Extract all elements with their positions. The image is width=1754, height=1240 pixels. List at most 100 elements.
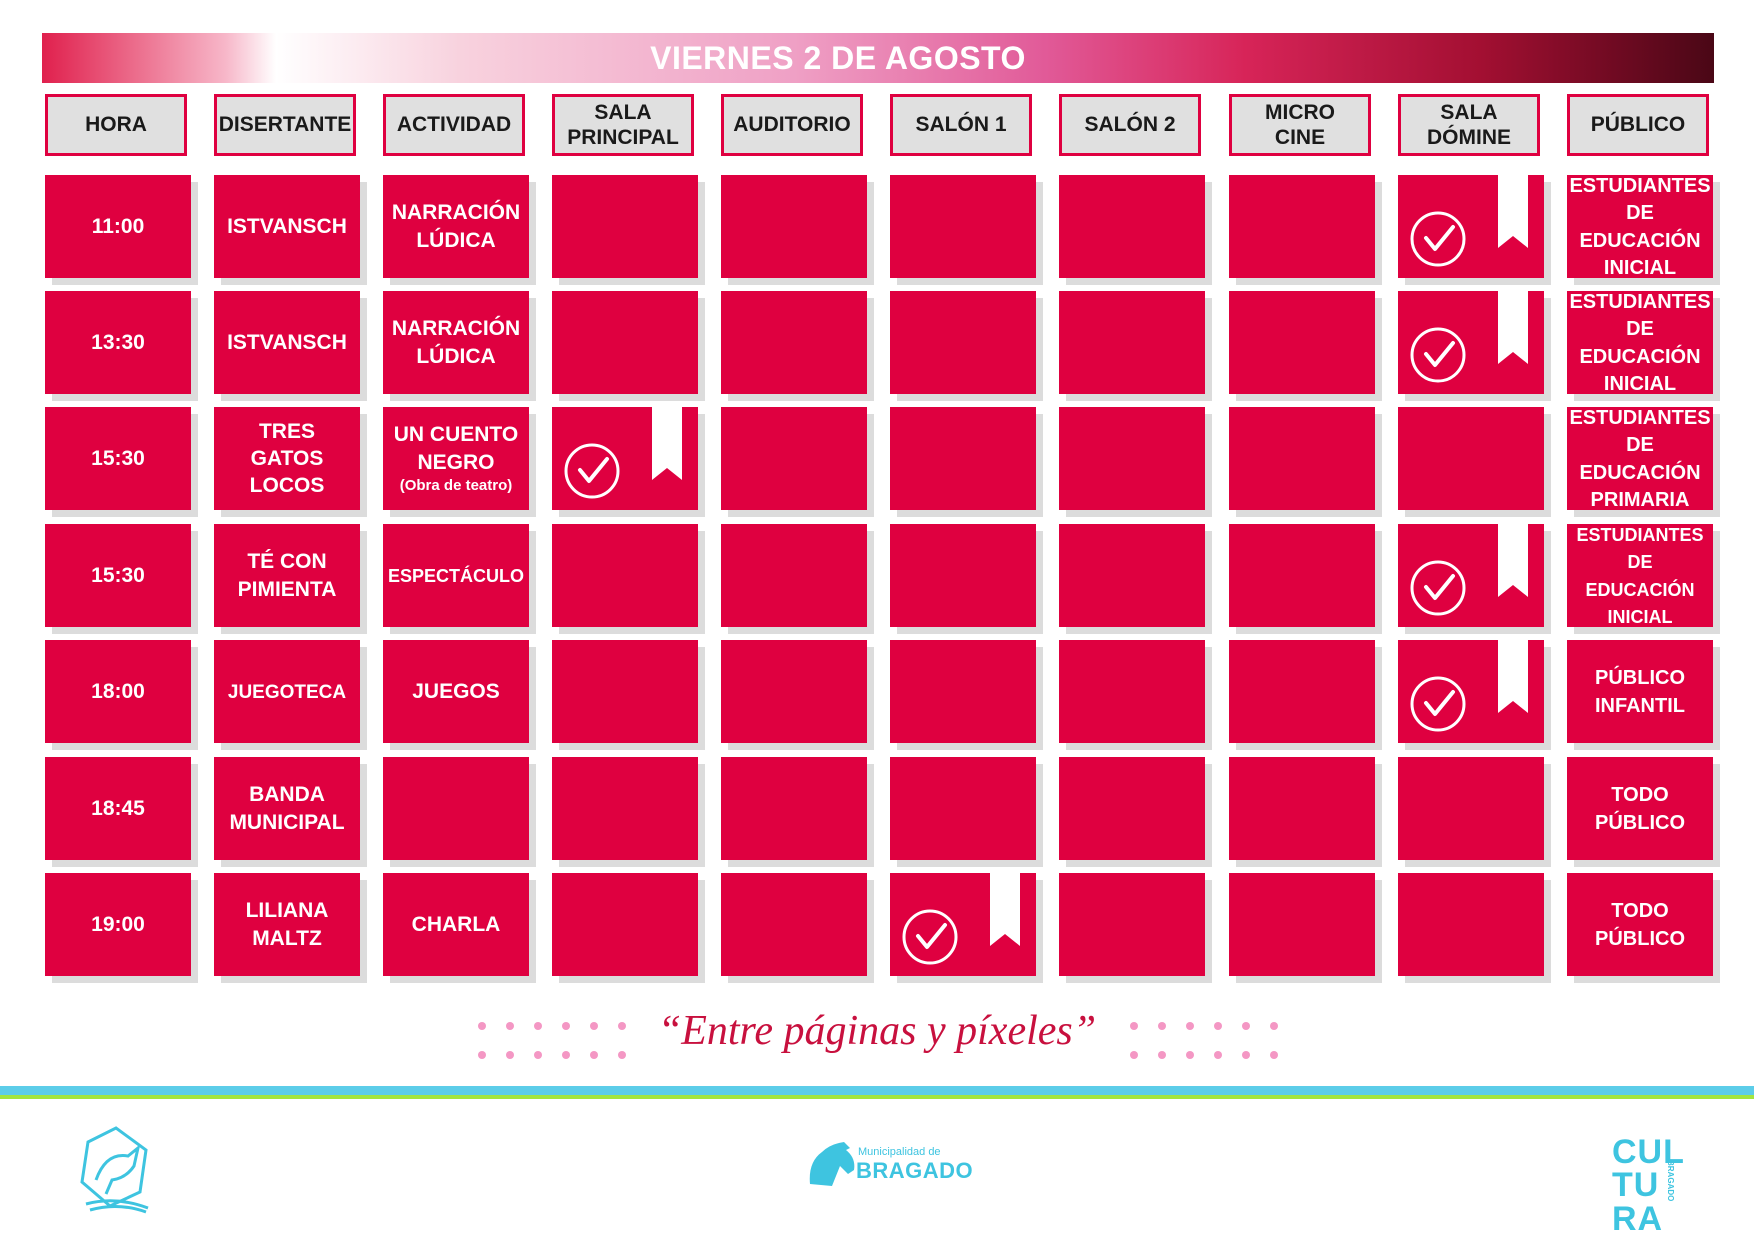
column-header-label: ACTIVIDAD	[396, 113, 512, 137]
cell-micro-cine	[1229, 524, 1375, 627]
cell-publico: ESTUDIANTES DE EDUCACIÓN INICIAL	[1567, 524, 1713, 627]
column-header-salon-2: SALÓN 2	[1059, 94, 1201, 156]
horse-head-logo-icon	[809, 1142, 855, 1186]
cell-auditorio	[721, 873, 867, 976]
bookmark-ribbon-icon	[1498, 175, 1528, 248]
column-header-label: HORA	[85, 113, 147, 137]
cell-content: NARRACIÓN LÚDICA	[392, 199, 520, 254]
cell-content: ESTUDIANTES DE EDUCACIÓN INICIAL	[1569, 175, 1710, 278]
cell-content: ESTUDIANTES DE EDUCACIÓN INICIAL	[1569, 291, 1710, 394]
cell-text: ISTVANSCH	[227, 214, 347, 238]
cell-publico: TODO PÚBLICO	[1567, 873, 1713, 976]
cell-auditorio	[721, 640, 867, 743]
column-header-auditorio: AUDITORIO	[721, 94, 863, 156]
column-header-sala-domine: SALA DÓMINE	[1398, 94, 1540, 156]
cell-content: TRES GATOS LOCOS	[250, 418, 325, 500]
column-header-hora: HORA	[45, 94, 187, 156]
cell-text: TÉ CON PIMIENTA	[237, 550, 337, 601]
cell-text: NARRACIÓN LÚDICA	[391, 201, 521, 252]
cell-sala-principal	[552, 175, 698, 278]
cell-text: ESTUDIANTES DE EDUCACIÓN INICIAL	[1576, 524, 1704, 627]
cell-content: PÚBLICO INFANTIL	[1595, 664, 1685, 719]
cell-actividad: ESPECTÁCULO	[383, 524, 529, 627]
cell-text: NARRACIÓN LÚDICA	[391, 317, 521, 368]
cell-content: NARRACIÓN LÚDICA	[392, 315, 520, 370]
municipality-label: Municipalidad de	[858, 1146, 941, 1158]
cell-sala-domine	[1398, 175, 1544, 278]
cell-content: CHARLA	[412, 911, 501, 938]
cell-disertante: BANDA MUNICIPAL	[214, 757, 360, 860]
cell-text: TRES GATOS LOCOS	[249, 419, 325, 498]
cell-actividad: JUEGOS	[383, 640, 529, 743]
cell-content: ISTVANSCH	[227, 213, 347, 240]
cell-text: ISTVANSCH	[227, 330, 347, 354]
cell-actividad: CHARLA	[383, 873, 529, 976]
column-header-label: SALA PRINCIPAL	[567, 100, 679, 149]
cell-salon-1	[890, 175, 1036, 278]
column-header-micro-cine: MICRO CINE	[1229, 94, 1371, 156]
cell-content: TÉ CON PIMIENTA	[238, 548, 337, 603]
cell-salon-1	[890, 757, 1036, 860]
cell-content: 15:30	[91, 562, 145, 589]
cell-salon-1	[890, 407, 1036, 510]
cell-sala-principal	[552, 640, 698, 743]
footer-stripe-blue	[0, 1086, 1754, 1095]
cell-sala-domine	[1398, 640, 1544, 743]
footer-stripe-green	[0, 1095, 1754, 1099]
cell-text: BANDA MUNICIPAL	[229, 783, 345, 834]
bookmark-ribbon-icon	[990, 873, 1020, 946]
cell-sala-principal	[552, 524, 698, 627]
cell-actividad: NARRACIÓN LÚDICA	[383, 291, 529, 394]
horse-crest-logo-icon	[80, 1126, 149, 1214]
cell-text: 19:00	[91, 912, 145, 936]
cell-salon-1	[890, 524, 1036, 627]
column-header-sala-principal: SALA PRINCIPAL	[552, 94, 694, 156]
cell-sala-principal	[552, 873, 698, 976]
cell-text: 15:30	[91, 563, 145, 587]
cell-hora: 15:30	[45, 407, 191, 510]
slogan: “Entre páginas y píxeles”	[0, 1007, 1754, 1055]
cell-text: PÚBLICO INFANTIL	[1595, 667, 1685, 717]
page-title-bar: VIERNES 2 DE AGOSTO	[42, 33, 1714, 83]
cell-content: JUEGOS	[412, 678, 500, 705]
cell-salon-2	[1059, 757, 1205, 860]
column-header-label: SALA DÓMINE	[1427, 100, 1511, 149]
column-header-publico: PÚBLICO	[1567, 94, 1709, 156]
cell-auditorio	[721, 524, 867, 627]
cell-text: CHARLA	[411, 912, 501, 936]
cell-publico: PÚBLICO INFANTIL	[1567, 640, 1713, 743]
column-header-salon-1: SALÓN 1	[890, 94, 1032, 156]
selected-marker	[1410, 175, 1528, 267]
cell-content: 19:00	[91, 911, 145, 938]
cell-text: TODO PÚBLICO	[1595, 900, 1685, 950]
check-circle-icon	[1410, 327, 1466, 383]
cell-text: 13:30	[91, 330, 145, 354]
cell-salon-2	[1059, 175, 1205, 278]
check-circle-icon	[564, 443, 620, 499]
cell-content: 11:00	[92, 213, 145, 240]
bookmark-ribbon-icon	[1498, 524, 1528, 597]
cell-sala-domine	[1398, 757, 1544, 860]
cell-salon-2	[1059, 291, 1205, 394]
selected-marker	[564, 407, 682, 499]
cell-subtext: (Obra de teatro)	[399, 477, 513, 495]
municipality-name: BRAGADO	[856, 1158, 974, 1183]
column-header-label: AUDITORIO	[733, 113, 851, 137]
cell-disertante: LILIANA MALTZ	[214, 873, 360, 976]
column-header-label: SALÓN 1	[915, 113, 1007, 137]
cell-disertante: TÉ CON PIMIENTA	[214, 524, 360, 627]
cell-auditorio	[721, 175, 867, 278]
cell-auditorio	[721, 291, 867, 394]
bookmark-ribbon-icon	[1498, 640, 1528, 713]
dots-left-decoration	[468, 1017, 636, 1075]
cell-hora: 13:30	[45, 291, 191, 394]
cell-publico: ESTUDIANTES DE EDUCACIÓN INICIAL	[1567, 175, 1713, 278]
cell-publico: ESTUDIANTES DE EDUCACIÓN PRIMARIA	[1567, 407, 1713, 510]
cell-actividad: UN CUENTO NEGRO (Obra de teatro)	[383, 407, 529, 510]
cell-disertante: JUEGOTECA	[214, 640, 360, 743]
cell-sala-domine	[1398, 407, 1544, 510]
cultura-logo: CUL TU RA	[1612, 1135, 1685, 1236]
cell-hora: 11:00	[45, 175, 191, 278]
cell-hora: 19:00	[45, 873, 191, 976]
cell-salon-1	[890, 291, 1036, 394]
